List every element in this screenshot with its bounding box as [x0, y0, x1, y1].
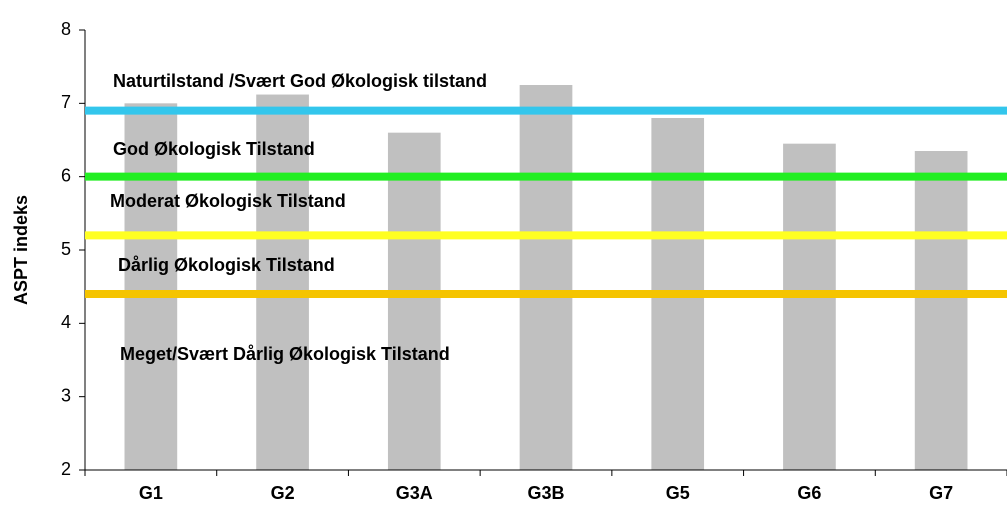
x-tick-label: G3B: [527, 483, 564, 503]
bar: [256, 94, 309, 471]
bar: [519, 85, 573, 470]
annotation: God Økologisk Tilstand: [113, 139, 315, 159]
y-tick-label: 3: [61, 385, 71, 405]
bar: [387, 132, 441, 470]
annotation: Dårlig Økologisk Tilstand: [118, 255, 335, 275]
annotation: Naturtilstand /Svært God Økologisk tilst…: [113, 71, 487, 91]
y-tick-label: 2: [61, 459, 71, 479]
x-tick-label: G2: [271, 483, 295, 503]
y-tick-label: 8: [61, 19, 71, 39]
x-tick-label: G5: [666, 483, 690, 503]
annotation: Meget/Svært Dårlig Økologisk Tilstand: [120, 344, 450, 364]
x-tick-label: G7: [929, 483, 953, 503]
y-tick-label: 5: [61, 239, 71, 259]
y-axis-label: ASPT indeks: [11, 195, 31, 305]
x-tick-label: G1: [139, 483, 163, 503]
bar: [914, 151, 968, 470]
x-tick-label: G6: [797, 483, 821, 503]
y-tick-label: 7: [61, 92, 71, 112]
bar: [124, 103, 178, 470]
y-tick-label: 4: [61, 312, 71, 332]
x-tick-label: G3A: [396, 483, 433, 503]
bar: [783, 143, 836, 470]
annotation: Moderat Økologisk Tilstand: [110, 191, 346, 211]
y-tick-label: 6: [61, 165, 71, 185]
